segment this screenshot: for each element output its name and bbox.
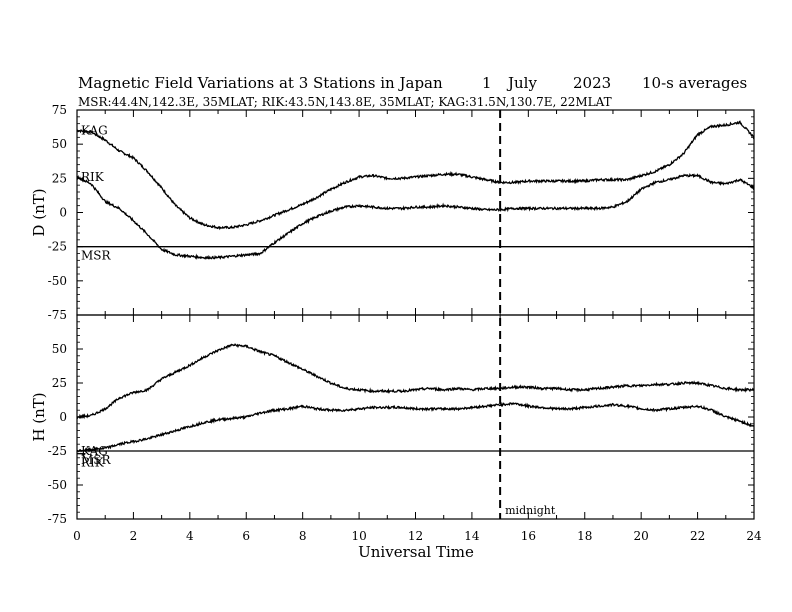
panel-0-series-label-msr: MSR (81, 249, 112, 263)
panel-0-ytick-label: -50 (48, 274, 67, 288)
panel-1-series-label-rik: RIK (81, 456, 105, 470)
chart-subtitle: MSR:44.4N,142.3E, 35MLAT; RIK:43.5N,143.… (78, 95, 612, 109)
chart-title: Magnetic Field Variations at 3 Stations … (78, 74, 443, 92)
panel-1-ytick-label: -50 (48, 478, 67, 492)
panel-0-ytick-label: -25 (48, 240, 67, 254)
panel-1-ytick-label: 50 (52, 342, 67, 356)
panel-0-ytick-label: -75 (48, 308, 67, 322)
panel-0-series-rik-line (76, 172, 755, 260)
panel-0-series-kag-line (76, 120, 755, 231)
panel-0-ylabel: D (nT) (30, 188, 48, 236)
midnight-label: midnight (505, 504, 556, 517)
panel-1-ytick-label: -25 (48, 444, 67, 458)
x-tick-label: 0 (73, 529, 81, 543)
panel-1-ytick-label: 0 (59, 410, 67, 424)
panel-1-ytick-label: 25 (52, 376, 67, 390)
x-tick-label: 18 (577, 529, 592, 543)
x-tick-label: 16 (521, 529, 536, 543)
panel-1-frame (76, 314, 755, 520)
panel-0-ytick-label: 75 (52, 103, 67, 117)
panel-1-series-kag-line (76, 401, 755, 453)
x-tick-label: 6 (242, 529, 250, 543)
panel-0-ytick-label: 25 (52, 171, 67, 185)
chart-resolution: 10-s averages (642, 74, 747, 92)
panel-0-series-label-kag: KAG (81, 124, 108, 138)
panel-1-series-label-msr: MSR (81, 453, 112, 467)
chart-date-year: 2023 (573, 74, 611, 92)
chart-date-month: July (506, 74, 537, 92)
panel-0-series-label-rik: RIK (81, 170, 105, 184)
chart-date-day: 1 (482, 74, 492, 92)
x-tick-label: 20 (634, 529, 649, 543)
x-tick-label: 12 (408, 529, 423, 543)
x-tick-label: 22 (690, 529, 705, 543)
panel-1-series-unlabeled-line (76, 343, 755, 420)
x-tick-label: 4 (186, 529, 194, 543)
panel-0-ytick-label: 0 (59, 206, 67, 220)
panel-1-ytick-label: -75 (48, 512, 67, 526)
x-tick-label: 14 (464, 529, 480, 543)
panel-0-ytick-label: 50 (52, 137, 67, 151)
panel-0-frame (76, 109, 755, 316)
x-tick-label: 8 (299, 529, 307, 543)
x-axis-label: Universal Time (358, 543, 474, 561)
panel-1-ylabel: H (nT) (30, 392, 48, 441)
x-tick-label: 24 (746, 529, 762, 543)
x-tick-label: 10 (351, 529, 366, 543)
x-tick-label: 2 (130, 529, 138, 543)
